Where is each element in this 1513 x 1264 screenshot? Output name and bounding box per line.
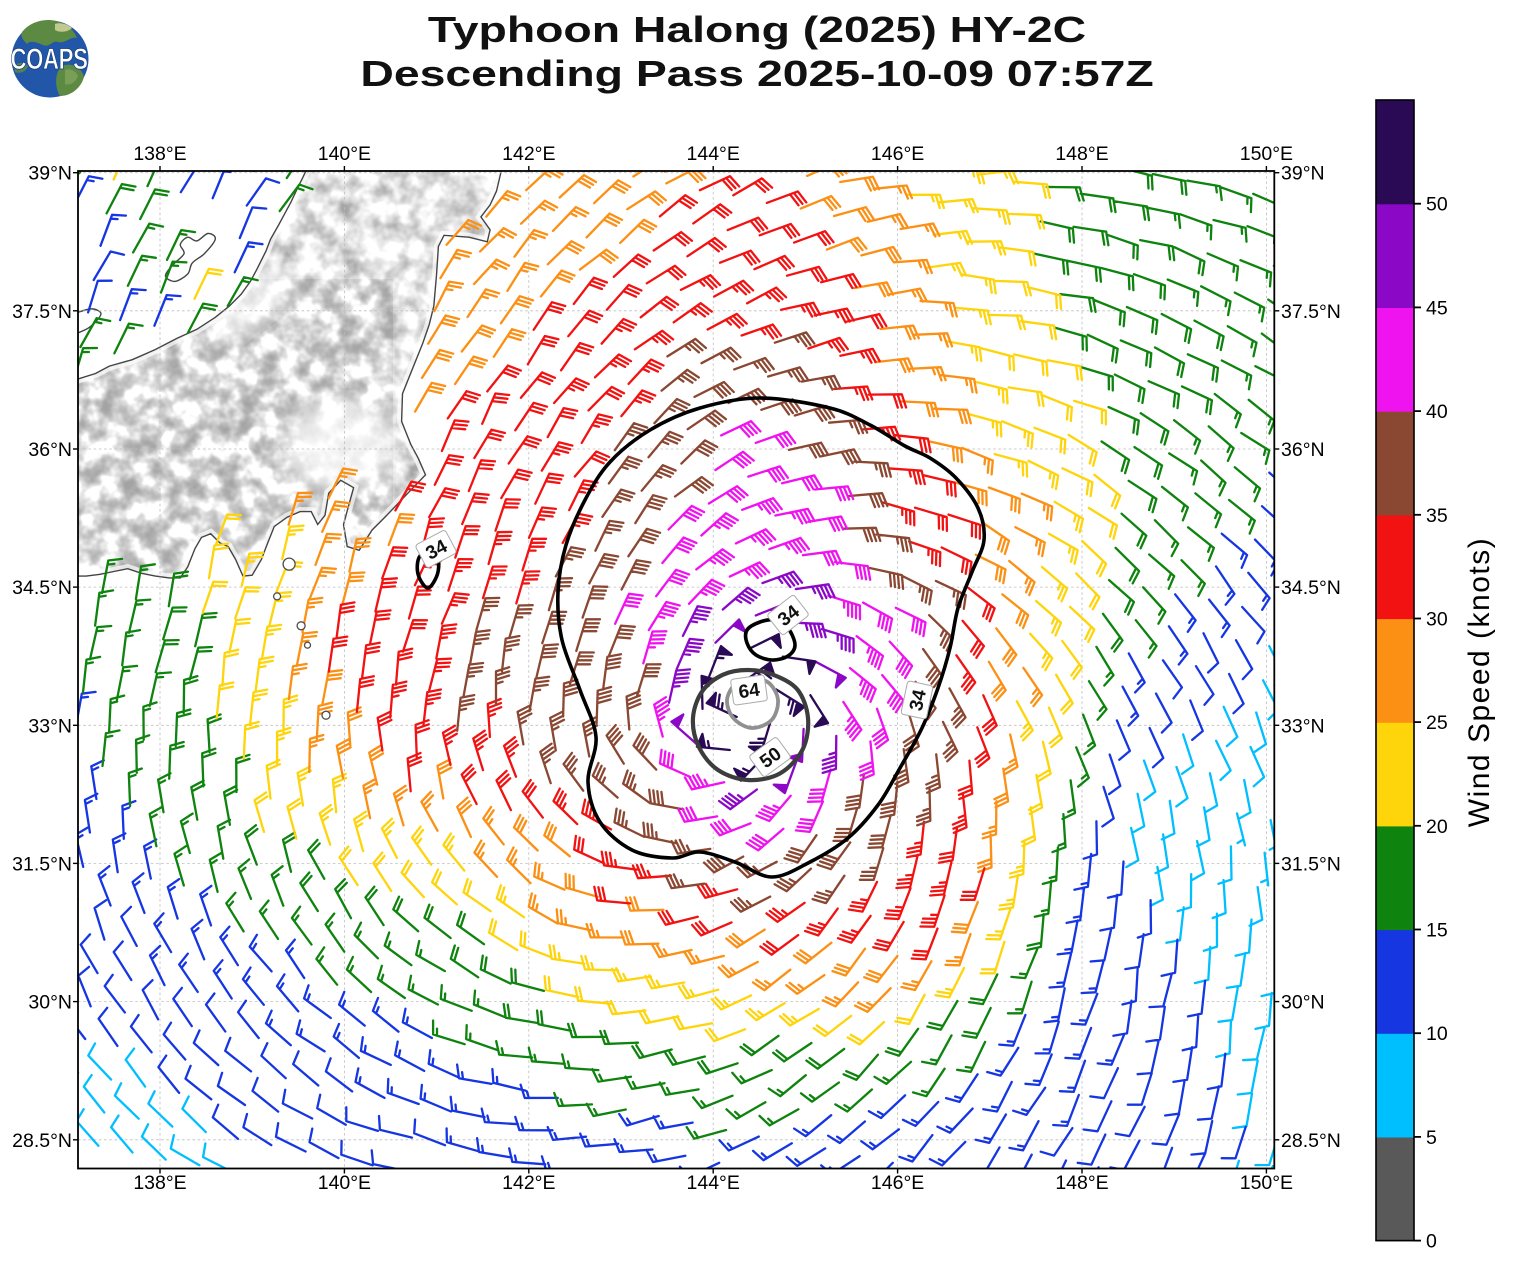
svg-text:37.5°N: 37.5°N [1281, 301, 1341, 323]
svg-text:146°E: 146°E [871, 143, 924, 165]
svg-text:Descending Pass 2025-10-09 07:: Descending Pass 2025-10-09 07:57Z [360, 53, 1153, 94]
svg-text:28.5°N: 28.5°N [12, 1130, 72, 1152]
svg-text:39°N: 39°N [1281, 163, 1325, 185]
svg-text:36°N: 36°N [1281, 439, 1325, 461]
svg-text:142°E: 142°E [502, 1172, 555, 1194]
svg-text:64: 64 [737, 680, 761, 704]
svg-text:142°E: 142°E [502, 143, 555, 165]
svg-text:144°E: 144°E [687, 143, 740, 165]
svg-text:Wind Speed (knots): Wind Speed (knots) [1463, 537, 1496, 827]
svg-text:35: 35 [1426, 505, 1448, 527]
svg-text:25: 25 [1426, 712, 1448, 734]
svg-text:34.5°N: 34.5°N [12, 577, 72, 599]
svg-text:30°N: 30°N [28, 992, 72, 1014]
svg-text:138°E: 138°E [133, 143, 186, 165]
svg-text:Typhoon Halong (2025) HY-2C: Typhoon Halong (2025) HY-2C [428, 9, 1086, 50]
svg-text:138°E: 138°E [133, 1172, 186, 1194]
svg-text:28.5°N: 28.5°N [1281, 1130, 1341, 1152]
svg-text:50: 50 [1426, 194, 1448, 216]
svg-text:140°E: 140°E [318, 1172, 371, 1194]
svg-text:148°E: 148°E [1055, 1172, 1108, 1194]
svg-text:146°E: 146°E [871, 1172, 924, 1194]
svg-text:150°E: 150°E [1240, 143, 1293, 165]
svg-text:30: 30 [1426, 609, 1448, 631]
svg-text:40: 40 [1426, 401, 1448, 423]
svg-text:140°E: 140°E [318, 143, 371, 165]
svg-text:33°N: 33°N [28, 715, 72, 737]
svg-text:0: 0 [1426, 1231, 1437, 1253]
svg-text:148°E: 148°E [1055, 143, 1108, 165]
svg-text:34: 34 [906, 687, 931, 712]
svg-text:15: 15 [1426, 920, 1448, 942]
svg-text:5: 5 [1426, 1127, 1437, 1149]
svg-text:34.5°N: 34.5°N [1281, 577, 1341, 599]
svg-text:20: 20 [1426, 816, 1448, 838]
svg-text:39°N: 39°N [28, 163, 72, 185]
svg-text:45: 45 [1426, 297, 1448, 319]
svg-text:31.5°N: 31.5°N [12, 853, 72, 875]
svg-text:31.5°N: 31.5°N [1281, 853, 1341, 875]
svg-text:150°E: 150°E [1240, 1172, 1293, 1194]
svg-text:COAPS: COAPS [10, 42, 87, 76]
svg-text:10: 10 [1426, 1023, 1448, 1045]
svg-text:144°E: 144°E [687, 1172, 740, 1194]
svg-text:33°N: 33°N [1281, 715, 1325, 737]
svg-text:30°N: 30°N [1281, 992, 1325, 1014]
svg-text:36°N: 36°N [28, 439, 72, 461]
svg-text:37.5°N: 37.5°N [12, 301, 72, 323]
